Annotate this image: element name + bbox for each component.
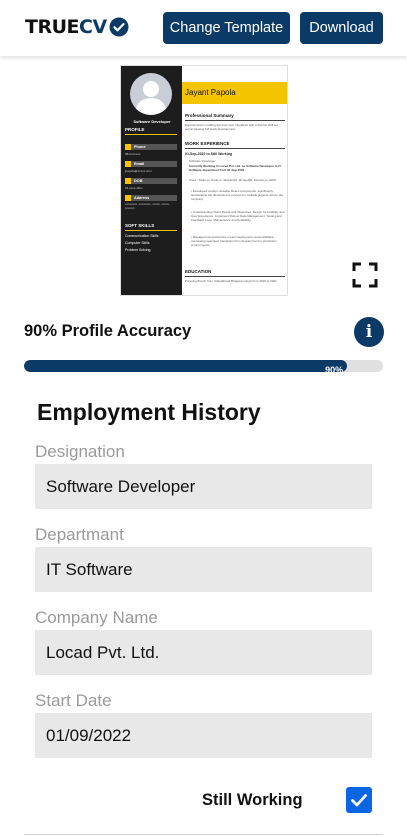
resume-education-text: Pursuing B.tech from Uttarakhand Bhagwan… [185,279,277,283]
resume-email-value: jpapola@xxxxx.com [125,169,152,173]
resume-work-period: 01-Sep-2022 to Still Working [185,152,233,156]
resume-role: Software Developer [133,119,171,124]
divider [125,134,177,135]
profile-accuracy-bar: 90% [24,360,383,372]
resume-summary-heading: Professional Summary [185,113,234,118]
expand-icon[interactable] [352,262,378,288]
download-button[interactable]: Download [300,12,383,44]
progress-text: 90% [325,365,344,372]
checkmark-icon [351,794,367,807]
department-input[interactable]: IT Software [35,547,372,592]
resume-bullet: • Understanding Client Needs and Objecti… [191,210,285,222]
resume-phone-value: 98xxxxxxxx [125,152,141,156]
resume-bullet: • Developed custom reusable React compon… [191,189,284,201]
resume-work-heading: WORK EXPERIENCE [185,141,230,146]
start-date-label: Start Date [35,691,112,710]
designation-input[interactable]: Software Developer [35,464,372,509]
resume-skill: Computer Skills [125,241,150,245]
resume-preview[interactable]: Software Developer PROFILE Phone 98xxxxx… [120,65,288,296]
company-name-label: Company Name [35,608,158,627]
logo-accent-text: CV [79,16,107,38]
resume-address-value: xxxxxxxx, xxxxxxxx, xxxxx, xxxxx, (xxxxx… [125,202,170,210]
still-working-label: Still Working [202,791,303,809]
section-title: Employment History [37,399,261,425]
resume-soft-skills-heading: SOFT SKILLS [125,223,155,228]
verified-check-icon [109,17,129,37]
info-icon[interactable]: i [354,317,384,347]
truecv-logo[interactable]: TRUE CV [25,16,129,38]
profile-accuracy-label: 90% Profile Accuracy [24,322,192,340]
divider [24,834,383,835]
app-header: TRUE CV Change Template Download [0,0,407,56]
resume-name-banner: Jayant Papola [182,82,287,104]
avatar-icon [130,73,172,115]
resume-dob-value: 01-xxxx-19xx [125,186,143,190]
start-date-input[interactable]: 01/09/2022 [35,713,372,758]
resume-email-field: Email [125,161,177,167]
change-template-button[interactable]: Change Template [163,12,290,44]
logo-main-text: TRUE [25,16,80,38]
resume-phone-field: Phone [125,144,177,150]
resume-skill: Problem Solving [125,248,151,252]
resume-profile-heading: PROFILE [125,127,145,132]
resume-dob-field: DOB [125,178,177,184]
resume-work-company: Currently Working in Locad Pvt. Ltd. as … [189,164,281,172]
progress-fill: 90% [24,360,348,372]
resume-education-heading: EDUCATION [185,269,212,274]
department-label: Departmant [35,525,124,544]
still-working-checkbox[interactable] [346,787,372,813]
resume-bullet: • Managed comprehensive project deployme… [191,235,277,247]
divider [185,120,285,121]
designation-label: Designation [35,442,125,461]
resume-summary-text: Experienced in crafting dynamic user int… [185,123,278,131]
resume-skill: Communication Skills [125,234,159,238]
divider [185,276,285,277]
divider [125,230,177,231]
resume-address-field: Address [125,195,177,201]
resume-work-tools: Used - React.js, Node.js, JavaScript, Mo… [189,178,276,182]
divider [185,148,285,149]
resume-name: Jayant Papola [185,88,236,97]
company-name-input[interactable]: Locad Pvt. Ltd. [35,630,372,675]
resume-work-role: Software Developer [189,159,216,163]
